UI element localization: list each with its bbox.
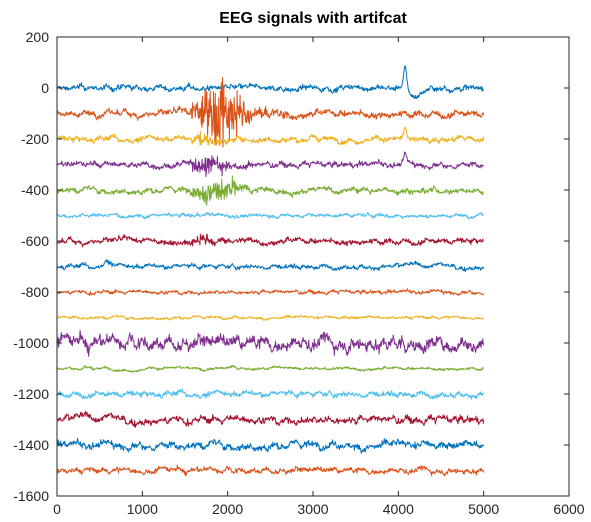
series-line-5 [56,175,484,206]
series-line-13 [56,388,484,400]
x-tick-label: 0 [53,501,61,517]
series-line-8 [56,259,485,272]
series-line-11 [56,329,485,357]
x-tick-label: 2000 [212,501,243,517]
y-tick-label: 0 [41,80,49,96]
x-tick-label: 4000 [383,501,414,517]
y-tick-label: -600 [21,233,49,249]
chart-title: EEG signals with artifcat [219,10,407,27]
series-line-9 [56,288,485,297]
y-tick-label: -1000 [13,335,49,351]
series-line-10 [56,314,485,322]
y-tick-label: -1400 [13,437,49,453]
y-tick-label: -400 [21,182,49,198]
series-line-16 [56,464,485,477]
series-line-7 [56,233,484,248]
x-tick-label: 1000 [127,501,158,517]
y-tick-label: 200 [26,29,50,45]
series-line-2 [56,77,485,148]
series-line-12 [56,364,484,373]
y-tick-label: -800 [21,284,49,300]
series-line-1 [56,65,485,100]
x-tick-label: 6000 [553,501,584,517]
y-tick-label: -1600 [13,488,49,504]
axes-box [56,36,570,497]
axes: 0 1000 2000 3000 4000 5000 60002000-200-400-60… [13,29,585,517]
y-tick-label: -200 [21,131,49,147]
x-tick-label: 5000 [468,501,499,517]
series-line-3 [56,126,485,147]
series-line-4 [56,151,484,178]
series-line-14 [56,410,485,428]
x-tick-label: 3000 [297,501,328,517]
y-tick-label: -1200 [13,386,49,402]
series-line-6 [56,211,485,220]
plot-area [56,65,485,477]
series-line-15 [56,437,485,454]
